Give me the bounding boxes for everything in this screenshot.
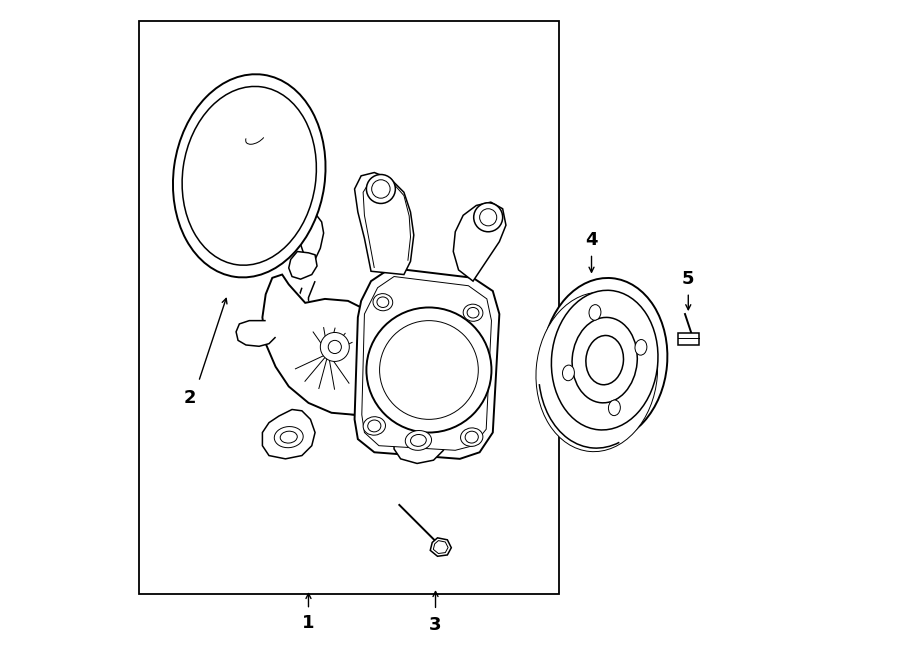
Ellipse shape (373, 293, 392, 311)
Ellipse shape (572, 317, 637, 403)
Ellipse shape (589, 305, 601, 320)
Ellipse shape (467, 307, 479, 318)
Polygon shape (263, 274, 397, 414)
Polygon shape (433, 541, 448, 553)
Polygon shape (394, 418, 445, 463)
Text: 2: 2 (184, 389, 196, 407)
Ellipse shape (368, 420, 381, 432)
Ellipse shape (363, 416, 385, 435)
Text: 4: 4 (585, 231, 598, 249)
Ellipse shape (274, 426, 303, 447)
Ellipse shape (552, 290, 658, 430)
Polygon shape (295, 211, 324, 259)
Circle shape (480, 209, 497, 226)
Polygon shape (273, 278, 400, 416)
Polygon shape (295, 281, 364, 403)
Ellipse shape (280, 431, 297, 443)
Polygon shape (363, 180, 410, 268)
Ellipse shape (542, 278, 668, 442)
Polygon shape (454, 202, 506, 281)
Circle shape (328, 340, 341, 354)
Polygon shape (355, 268, 500, 459)
Ellipse shape (377, 297, 389, 307)
Ellipse shape (182, 87, 317, 265)
Polygon shape (263, 409, 315, 459)
Ellipse shape (562, 365, 574, 381)
Circle shape (366, 175, 395, 204)
Ellipse shape (410, 434, 427, 446)
Bar (140, 21, 559, 594)
Polygon shape (430, 538, 451, 557)
Ellipse shape (173, 74, 326, 278)
Circle shape (366, 307, 491, 432)
Polygon shape (236, 321, 275, 346)
Ellipse shape (465, 431, 478, 443)
Text: 3: 3 (429, 617, 442, 635)
Polygon shape (355, 173, 414, 274)
Circle shape (320, 332, 349, 362)
Ellipse shape (635, 340, 647, 355)
Text: 1: 1 (302, 615, 315, 633)
Polygon shape (678, 333, 698, 345)
Polygon shape (362, 276, 491, 450)
Text: 5: 5 (682, 270, 695, 288)
Circle shape (473, 203, 503, 232)
Ellipse shape (608, 400, 620, 416)
Ellipse shape (536, 292, 658, 451)
Ellipse shape (586, 336, 624, 385)
Polygon shape (289, 252, 317, 279)
Circle shape (372, 180, 390, 198)
Ellipse shape (405, 430, 431, 450)
Ellipse shape (461, 428, 483, 446)
Ellipse shape (464, 304, 483, 321)
Circle shape (380, 321, 478, 419)
